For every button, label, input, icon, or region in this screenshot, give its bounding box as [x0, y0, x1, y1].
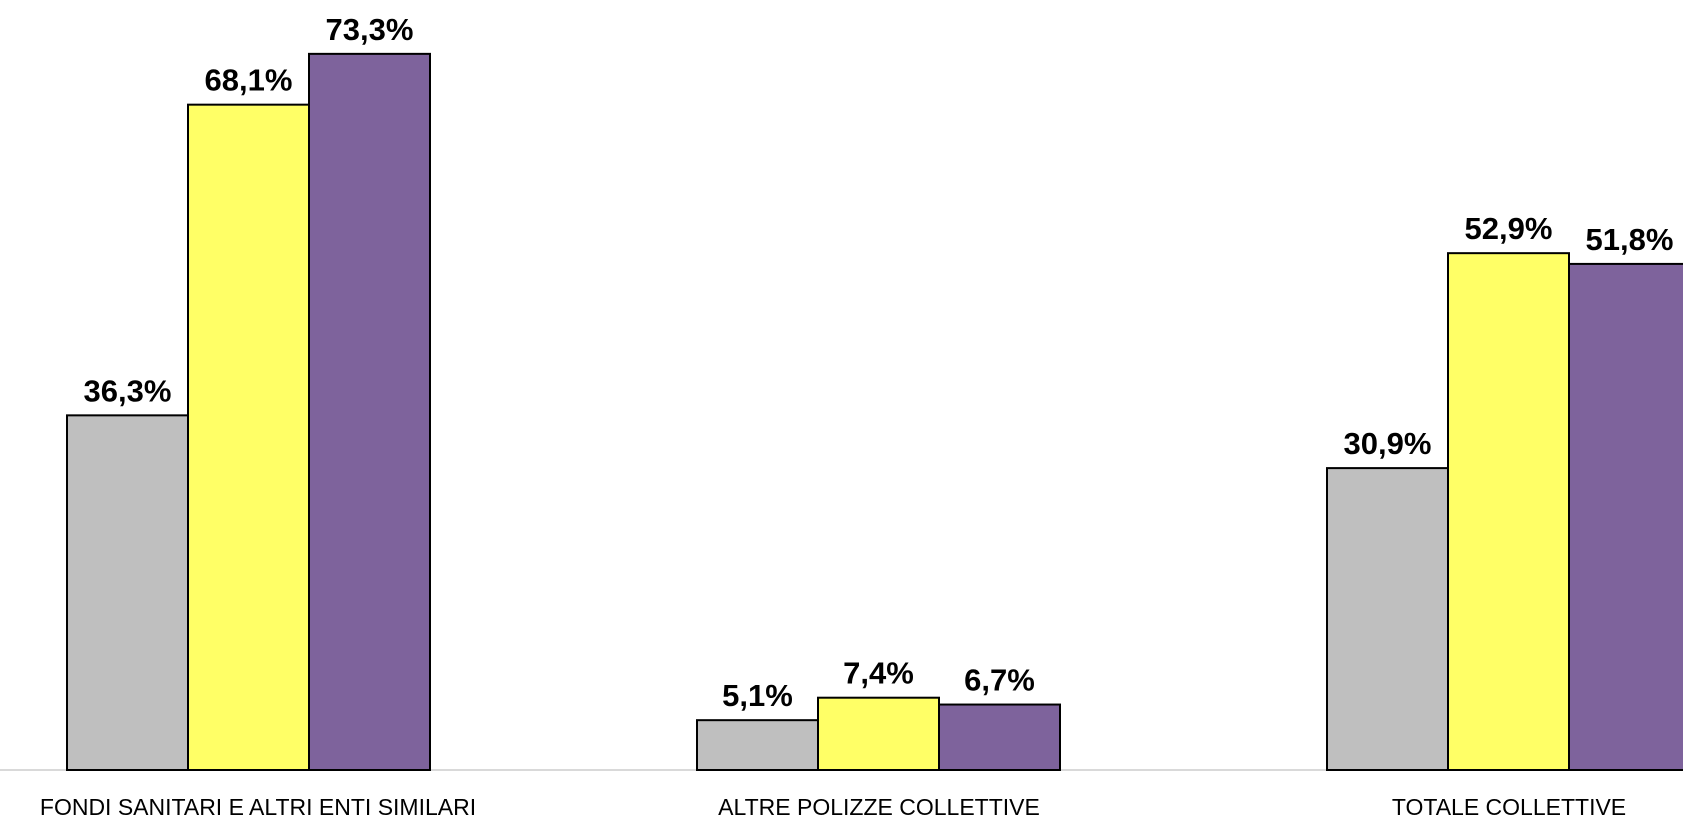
bar-value-label: 51,8%: [1586, 222, 1674, 257]
bar-1-3: [308, 52, 431, 771]
bar-value-label: 6,7%: [964, 663, 1035, 698]
bar-2-3: [938, 703, 1061, 772]
bar-1-2: [187, 103, 310, 771]
bars-layer: [66, 52, 1683, 772]
bar-3-1: [1326, 467, 1449, 771]
bar-value-label: 73,3%: [326, 12, 414, 47]
value-labels-layer: 36,3% 68,1% 73,3% 5,1% 7,4% 6,7% 30,9% 52,9% 51,…: [84, 12, 1674, 713]
bar-value-label: 5,1%: [722, 678, 793, 713]
category-label: FONDI SANITARI E ALTRI ENTI SIMILARI: [40, 794, 476, 820]
bar-value-label: 30,9%: [1344, 426, 1432, 461]
bar-1-1: [66, 414, 189, 771]
bar-2-1: [696, 719, 819, 771]
bar-value-label: 68,1%: [205, 63, 293, 98]
bar-2-2: [817, 696, 940, 772]
bar-3-2: [1447, 252, 1570, 772]
bar-value-label: 36,3%: [84, 373, 172, 408]
category-label: ALTRE POLIZZE COLLETTIVE: [718, 794, 1040, 820]
bar-3-3: [1568, 262, 1683, 771]
category-label: TOTALE COLLETTIVE: [1392, 794, 1626, 820]
bar-value-label: 52,9%: [1465, 211, 1553, 246]
category-labels-layer: FONDI SANITARI E ALTRI ENTI SIMILARI ALTR…: [40, 794, 1626, 820]
bar-value-label: 7,4%: [843, 656, 914, 691]
